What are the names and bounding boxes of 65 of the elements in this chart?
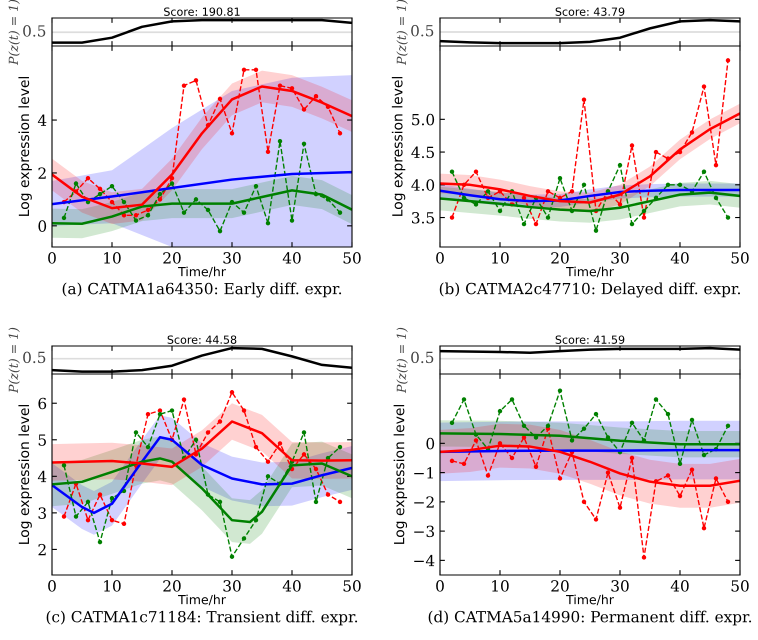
chart-title: Score: 190.81 bbox=[164, 7, 240, 16]
x-tick-label: 50 bbox=[344, 252, 361, 264]
y-axis-title: Log expression level bbox=[394, 405, 408, 544]
text: (a) CATMA1a64350: Early diff. expr. bbox=[62, 282, 342, 298]
y-tick-label: 5.0 bbox=[412, 114, 434, 126]
y-tick-label: 4 bbox=[38, 114, 46, 126]
y-axis-title: P(z(t) = 1) bbox=[396, 328, 408, 394]
y-tick-label: 3.5 bbox=[412, 212, 434, 224]
x-tick-label: 30 bbox=[223, 580, 241, 592]
x-tick-label: 50 bbox=[344, 580, 361, 592]
y-tick-label: −4 bbox=[414, 554, 434, 566]
x-tick-label: 40 bbox=[670, 252, 689, 264]
y-tick-label: 2 bbox=[38, 544, 46, 556]
x-tick-label: 40 bbox=[670, 580, 689, 592]
y-axis-title: P(z(t) = 1) bbox=[8, 328, 20, 394]
y-axis-title: Log expression level bbox=[18, 77, 32, 216]
y-tick-label: 4 bbox=[38, 470, 46, 482]
y-axis-title: P(z(t) = 1) bbox=[396, 0, 408, 66]
chart-title: Score: 41.59 bbox=[556, 335, 624, 344]
x-tick-label: 20 bbox=[551, 580, 569, 592]
chart-title: Score: 44.58 bbox=[168, 335, 236, 344]
y-tick-label: 3 bbox=[38, 507, 46, 519]
x-tick-label: 0 bbox=[436, 252, 444, 264]
text: 0.5 bbox=[411, 24, 434, 36]
x-axis-title: Time/hr bbox=[566, 594, 614, 606]
y-tick-label: 4.0 bbox=[411, 179, 434, 191]
text: 0.5 bbox=[23, 352, 46, 364]
x-tick-label: 40 bbox=[282, 252, 301, 264]
y-tick-label: 0 bbox=[426, 438, 434, 450]
x-tick-label: 30 bbox=[611, 252, 629, 264]
x-axis-title: Time/hr bbox=[178, 266, 226, 278]
x-tick-label: 10 bbox=[492, 252, 509, 264]
y-axis-title: P(z(t) = 1) bbox=[8, 0, 20, 66]
x-tick-label: 10 bbox=[104, 252, 121, 264]
y-tick-label: 0 bbox=[38, 220, 46, 232]
text: (c) CATMA1c71184: Transient diff. expr. bbox=[46, 610, 358, 626]
x-tick-label: 30 bbox=[611, 580, 629, 592]
y-tick-label: 5 bbox=[38, 434, 46, 446]
x-tick-label: 20 bbox=[551, 252, 569, 264]
y-axis-title: Log expression level bbox=[392, 77, 406, 216]
y-tick-label: −1 bbox=[414, 467, 433, 478]
x-tick-label: 40 bbox=[282, 580, 301, 592]
x-tick-label: 0 bbox=[436, 580, 444, 592]
x-tick-label: 10 bbox=[104, 580, 121, 592]
text: 0.5 bbox=[23, 25, 46, 37]
x-tick-label: 0 bbox=[48, 252, 56, 264]
text: (b) CATMA2c47710: Delayed diff. expr. bbox=[440, 282, 740, 298]
y-tick-label: 4.5 bbox=[411, 146, 434, 158]
x-axis-title: Time/hr bbox=[566, 266, 614, 278]
x-axis-title: Time/hr bbox=[178, 594, 226, 606]
chart-title: Score: 43.79 bbox=[556, 7, 624, 16]
text: 0.5 bbox=[411, 352, 434, 364]
y-axis-title: Log expression level bbox=[18, 405, 32, 544]
x-tick-label: 20 bbox=[163, 580, 181, 592]
y-tick-label: −2 bbox=[414, 496, 434, 508]
x-tick-label: 20 bbox=[163, 252, 181, 264]
y-tick-label: 6 bbox=[38, 398, 46, 410]
text: (d) CATMA5a14990: Permanent diff. expr. bbox=[428, 610, 752, 626]
x-tick-label: 10 bbox=[492, 580, 509, 592]
x-tick-label: 0 bbox=[48, 580, 56, 592]
x-tick-label: 50 bbox=[732, 252, 749, 264]
y-tick-label: −3 bbox=[414, 526, 434, 538]
x-tick-label: 30 bbox=[223, 252, 241, 264]
x-tick-label: 50 bbox=[732, 580, 749, 592]
y-tick-label: 2 bbox=[38, 167, 46, 179]
